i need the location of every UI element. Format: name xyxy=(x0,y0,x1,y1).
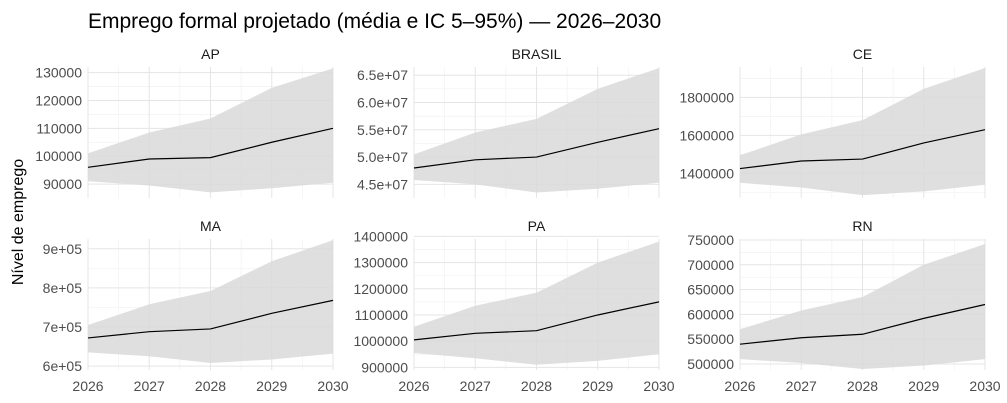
mean-line xyxy=(739,129,986,170)
x-tick-label: 2026 xyxy=(724,378,755,394)
y-tick-label: 90000 xyxy=(43,176,82,192)
y-tick-label: 1400000 xyxy=(679,165,734,181)
x-tick-label: 2027 xyxy=(460,378,491,394)
y-tick-label: 4.5e+07 xyxy=(357,176,408,192)
facet-panel-rn: RN 500000 550000 600000 650000 700000 750000 20… xyxy=(687,218,1000,394)
y-tick-label: 700000 xyxy=(687,257,734,273)
facet-label: CE xyxy=(853,46,872,62)
y-tick-label: 120000 xyxy=(35,92,82,108)
y-tick-label: 6e+05 xyxy=(43,358,83,374)
y-tick-label: 500000 xyxy=(687,356,734,372)
mean-line xyxy=(739,303,986,345)
x-tick-label: 2030 xyxy=(969,378,1000,394)
y-tick-label: 1300000 xyxy=(353,255,408,271)
facet-label: MA xyxy=(200,218,222,234)
y-tick-label: 550000 xyxy=(687,331,734,347)
mean-line xyxy=(413,128,660,169)
y-tick-label: 5.5e+07 xyxy=(357,122,408,138)
x-tick-label: 2028 xyxy=(195,378,226,394)
x-tick-label: 2027 xyxy=(134,378,165,394)
y-tick-label: 650000 xyxy=(687,282,734,298)
y-tick-label: 9e+05 xyxy=(43,241,83,257)
y-tick-label: 6.5e+07 xyxy=(357,67,408,83)
x-tick-label: 2028 xyxy=(521,378,552,394)
y-tick-label: 1100000 xyxy=(355,307,409,323)
y-tick-label: 130000 xyxy=(35,65,82,81)
y-tick-label: 600000 xyxy=(687,306,734,322)
y-tick-label: 1400000 xyxy=(353,228,408,244)
x-tick-label: 2026 xyxy=(72,378,103,394)
mean-line xyxy=(413,301,660,341)
y-axis-label: Nível de emprego xyxy=(10,159,27,285)
mean-line xyxy=(87,299,334,339)
facet-label: RN xyxy=(852,218,872,234)
y-tick-label: 8e+05 xyxy=(43,280,83,296)
y-tick-label: 5.0e+07 xyxy=(357,149,408,165)
facet-panel-ap: AP 90000 100000 110000 120000 130000 xyxy=(35,46,334,198)
facet-panels: AP 90000 100000 110000 120000 130000 BRASIL 4.5… xyxy=(35,46,1000,394)
facet-panel-brasil: BRASIL 4.5e+07 5.0e+07 5.5e+07 6.0e+07 6.5e+0… xyxy=(357,46,660,198)
y-tick-label: 1000000 xyxy=(353,333,408,349)
facet-label: PA xyxy=(528,218,546,234)
y-tick-label: 1200000 xyxy=(353,281,408,297)
ci-band xyxy=(414,68,659,193)
y-tick-label: 110000 xyxy=(36,120,82,136)
facet-panel-ce: CE 1400000 1600000 1800000 xyxy=(679,46,986,198)
facet-panel-ma: MA 6e+05 7e+05 8e+05 9e+05 2026 2027 2028 2029 20… xyxy=(43,218,349,394)
y-tick-label: 1600000 xyxy=(679,127,734,143)
y-tick-label: 100000 xyxy=(35,148,82,164)
x-tick-label: 2030 xyxy=(643,378,674,394)
x-tick-label: 2029 xyxy=(256,378,287,394)
x-tick-label: 2029 xyxy=(908,378,939,394)
y-tick-label: 750000 xyxy=(687,232,734,248)
x-tick-label: 2027 xyxy=(786,378,817,394)
mean-line xyxy=(87,127,334,168)
ci-band xyxy=(88,68,333,193)
ci-band xyxy=(740,67,985,196)
x-tick-label: 2028 xyxy=(847,378,878,394)
x-tick-label: 2030 xyxy=(317,378,348,394)
facet-label: AP xyxy=(201,46,220,62)
y-tick-label: 6.0e+07 xyxy=(357,94,408,110)
y-tick-label: 1800000 xyxy=(679,89,734,105)
facet-label: BRASIL xyxy=(512,46,562,62)
ci-band xyxy=(414,241,659,365)
y-tick-label: 900000 xyxy=(361,359,408,375)
x-tick-label: 2026 xyxy=(398,378,429,394)
chart-title: Emprego formal projetado (média e IC 5–9… xyxy=(88,10,661,33)
facet-panel-pa: PA 900000 1000000 1100000 1200000 1300000 1400… xyxy=(353,218,674,394)
x-tick-label: 2029 xyxy=(582,378,613,394)
y-tick-label: 7e+05 xyxy=(43,319,83,335)
